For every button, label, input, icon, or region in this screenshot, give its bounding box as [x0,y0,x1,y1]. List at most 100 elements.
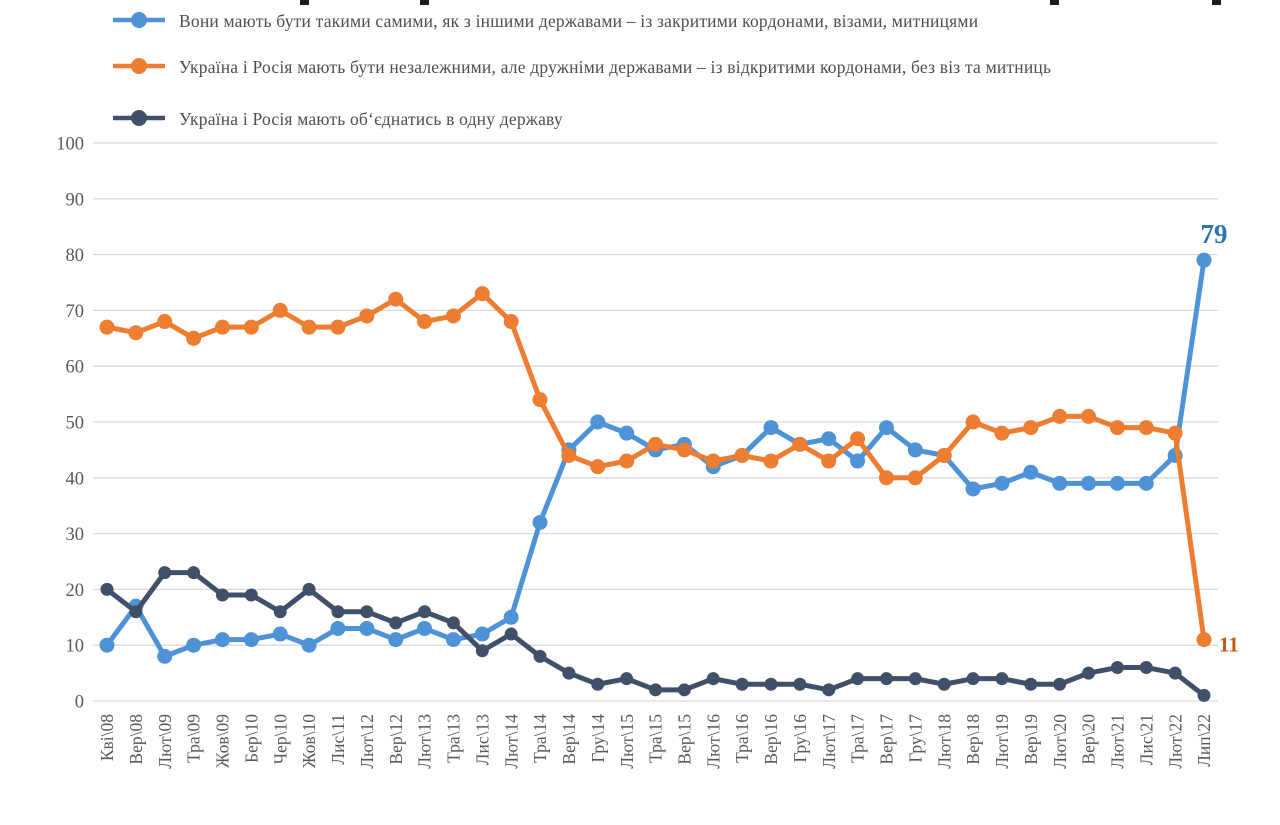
x-axis-tick-label: Вер\17 [877,714,897,765]
data-point [99,637,115,653]
x-axis-tick-label: Вер\14 [559,714,579,765]
x-axis-tick-label: Лют\12 [357,714,377,769]
data-point [359,620,375,636]
y-axis-tick-label: 30 [66,525,85,545]
x-axis-tick-label: Лис\11 [328,714,348,765]
data-point [649,683,662,697]
x-axis-tick-label: Гру\16 [790,714,810,763]
data-point [532,514,548,530]
data-point [590,459,606,475]
title-descender-fragment [300,0,309,5]
data-point [822,683,836,697]
data-point [1053,677,1067,691]
x-axis-tick-label: Лис\13 [472,714,492,766]
data-point [850,431,866,447]
x-axis-tick-label: Лют\20 [1050,714,1070,769]
data-point [243,632,259,648]
data-point [936,447,952,463]
x-axis-tick-label: Тра\17 [848,714,868,763]
data-point [792,436,808,452]
y-axis-tick-label: 80 [66,246,85,266]
x-axis-tick-label: Вер\08 [126,714,146,765]
x-axis-tick-label: Бер\10 [241,714,261,763]
data-point [995,672,1009,686]
data-point [851,672,865,686]
data-point [619,453,635,469]
data-point [1052,408,1068,424]
data-point [591,677,605,691]
x-axis-tick-label: Лют\13 [415,714,435,769]
data-point [1197,688,1211,702]
data-point [417,314,433,330]
x-axis-tick-label: Лют\09 [155,714,175,769]
data-point [965,414,981,430]
data-point [388,632,404,648]
y-axis-tick-label: 70 [66,302,85,322]
data-point [99,319,115,335]
data-point [677,683,691,697]
data-point [620,672,634,686]
legend-item-closed-borders: Вони мають бути такими самими, як з інши… [113,8,978,34]
series-end-value-label: 79 [1201,219,1228,249]
data-point [1196,252,1212,268]
data-point [994,425,1010,441]
data-point [128,325,144,341]
data-point [214,319,230,335]
x-axis-tick-label: Лют\22 [1165,714,1185,769]
data-point [330,620,346,636]
data-point [907,442,923,458]
data-point [533,649,547,663]
x-axis-tick-label: Лют\21 [1108,714,1128,769]
legend-label-closed-borders: Вони мають бути такими самими, як з інши… [179,11,979,31]
data-point [878,470,894,486]
data-point [417,620,433,636]
data-point [908,672,922,686]
data-point [793,677,807,691]
data-point [706,672,720,686]
x-axis-tick-label: Лют\16 [703,714,723,769]
y-axis-tick-label: 50 [66,413,85,433]
data-point [676,442,692,458]
data-point [445,632,461,648]
legend-marker-line-dot-icon [113,12,165,28]
x-axis-tick-label: Тра\14 [530,714,550,763]
legend-label-friendly-states: Україна і Росія мають бути незалежними, … [179,57,1052,77]
x-axis-tick-label: Вер\15 [674,714,694,765]
data-point [1109,475,1125,491]
legend-item-one-state: Україна і Росія мають об‘єднатись в одну… [113,106,563,132]
data-point [821,453,837,469]
y-axis-tick-label: 0 [75,692,84,712]
data-point [850,453,866,469]
data-point [907,470,923,486]
data-point [359,308,375,324]
legend-marker-line-dot-icon [113,58,165,74]
data-point [1196,632,1212,648]
data-point [474,286,490,302]
data-point [331,605,345,619]
title-descender-fragment [1212,0,1221,5]
title-descender-fragment [1050,0,1059,5]
y-axis-tick-label: 40 [66,469,85,489]
y-axis-tick-label: 100 [56,134,84,154]
y-axis-tick-label: 10 [66,637,85,657]
data-point [878,420,894,436]
data-point [272,302,288,318]
data-point [965,481,981,497]
data-point [504,627,518,641]
x-axis-tick-label: Тра\13 [444,714,464,763]
data-point [445,308,461,324]
y-axis-tick-label: 90 [66,190,85,210]
data-point [562,666,576,680]
data-point [301,637,317,653]
x-axis-tick-label: Тра\09 [184,714,204,763]
data-point [1109,420,1125,436]
series-line-1 [104,291,1207,643]
data-point [1081,475,1097,491]
data-point [301,319,317,335]
x-axis-tick-label: Кві\08 [97,714,117,761]
x-axis-tick-label: Вер\19 [1021,714,1041,765]
series-end-value-label: 11 [1219,633,1239,657]
data-point [503,609,519,625]
